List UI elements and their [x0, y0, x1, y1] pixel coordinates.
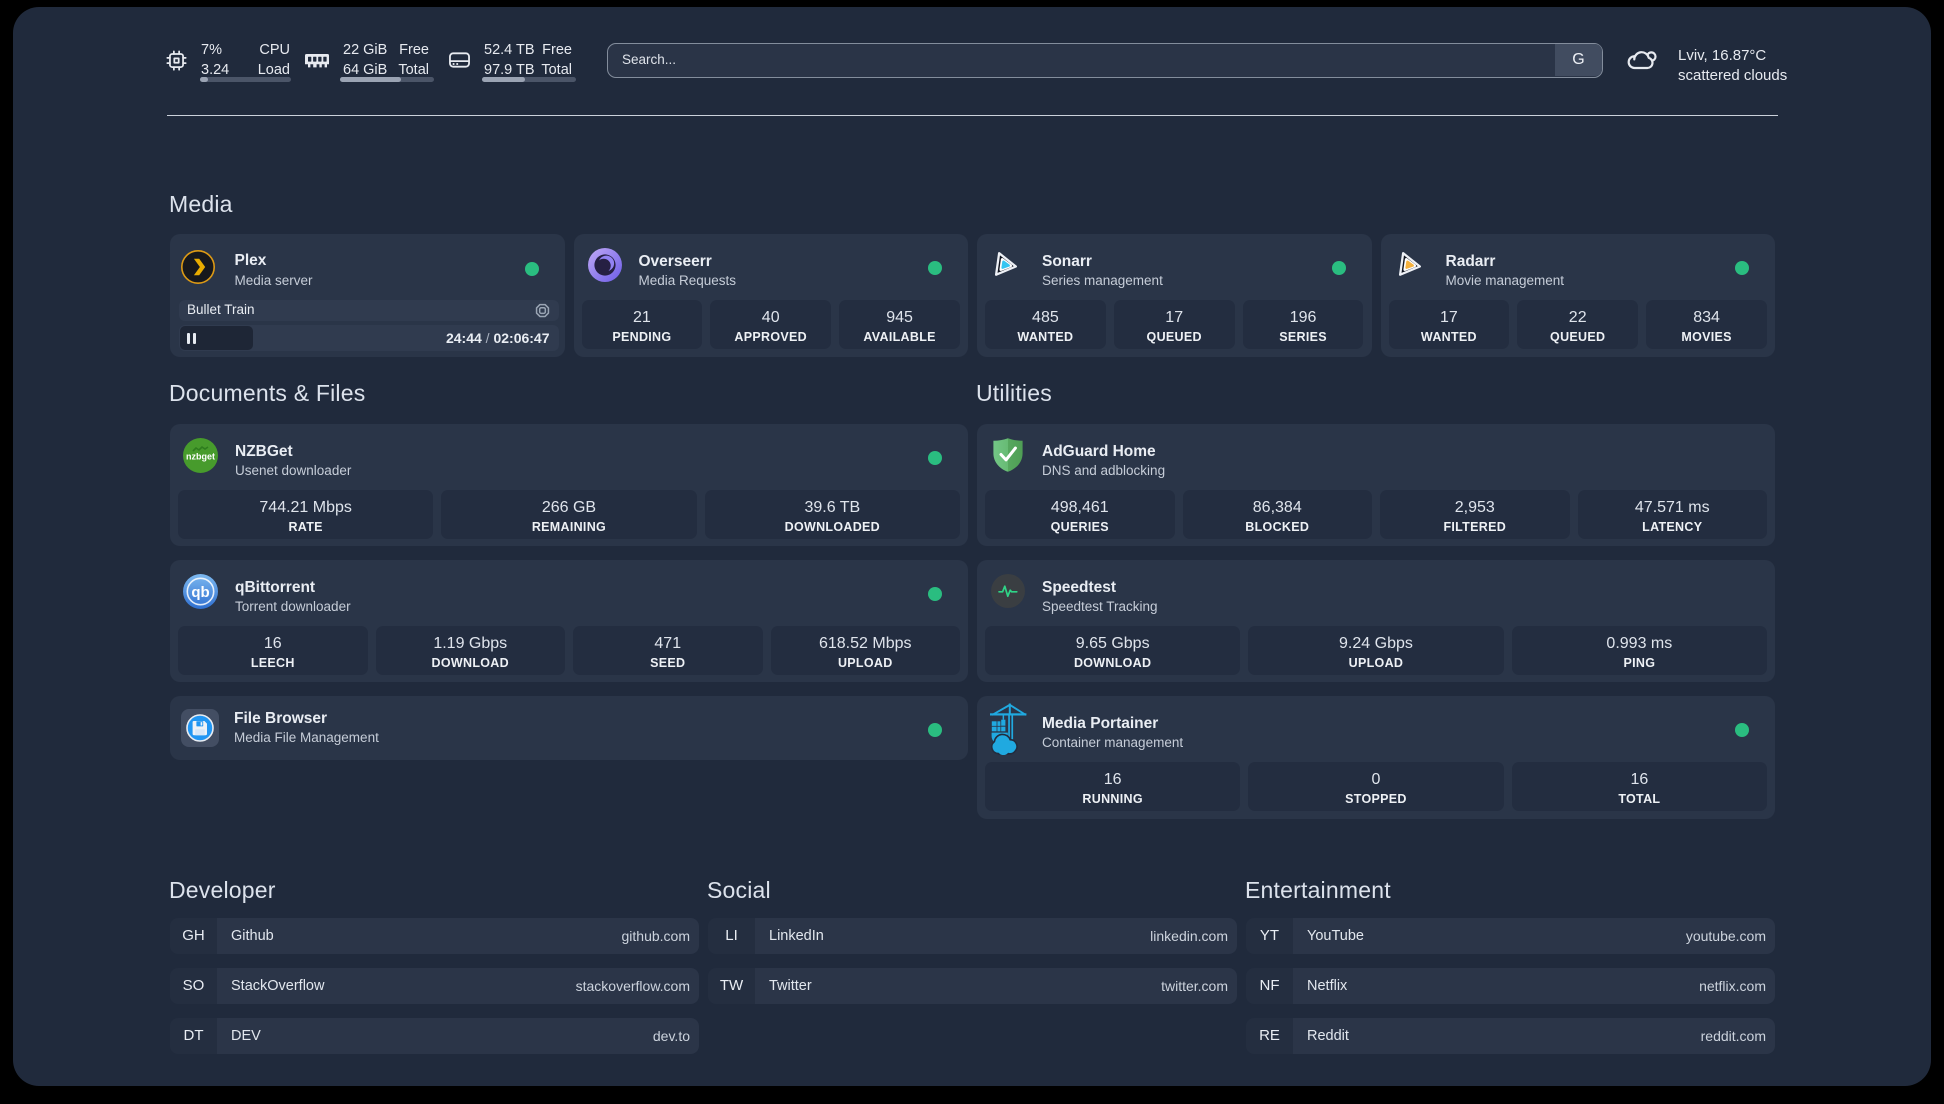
svg-text:qb: qb	[191, 584, 209, 601]
svg-text:nzbget: nzbget	[186, 451, 215, 461]
